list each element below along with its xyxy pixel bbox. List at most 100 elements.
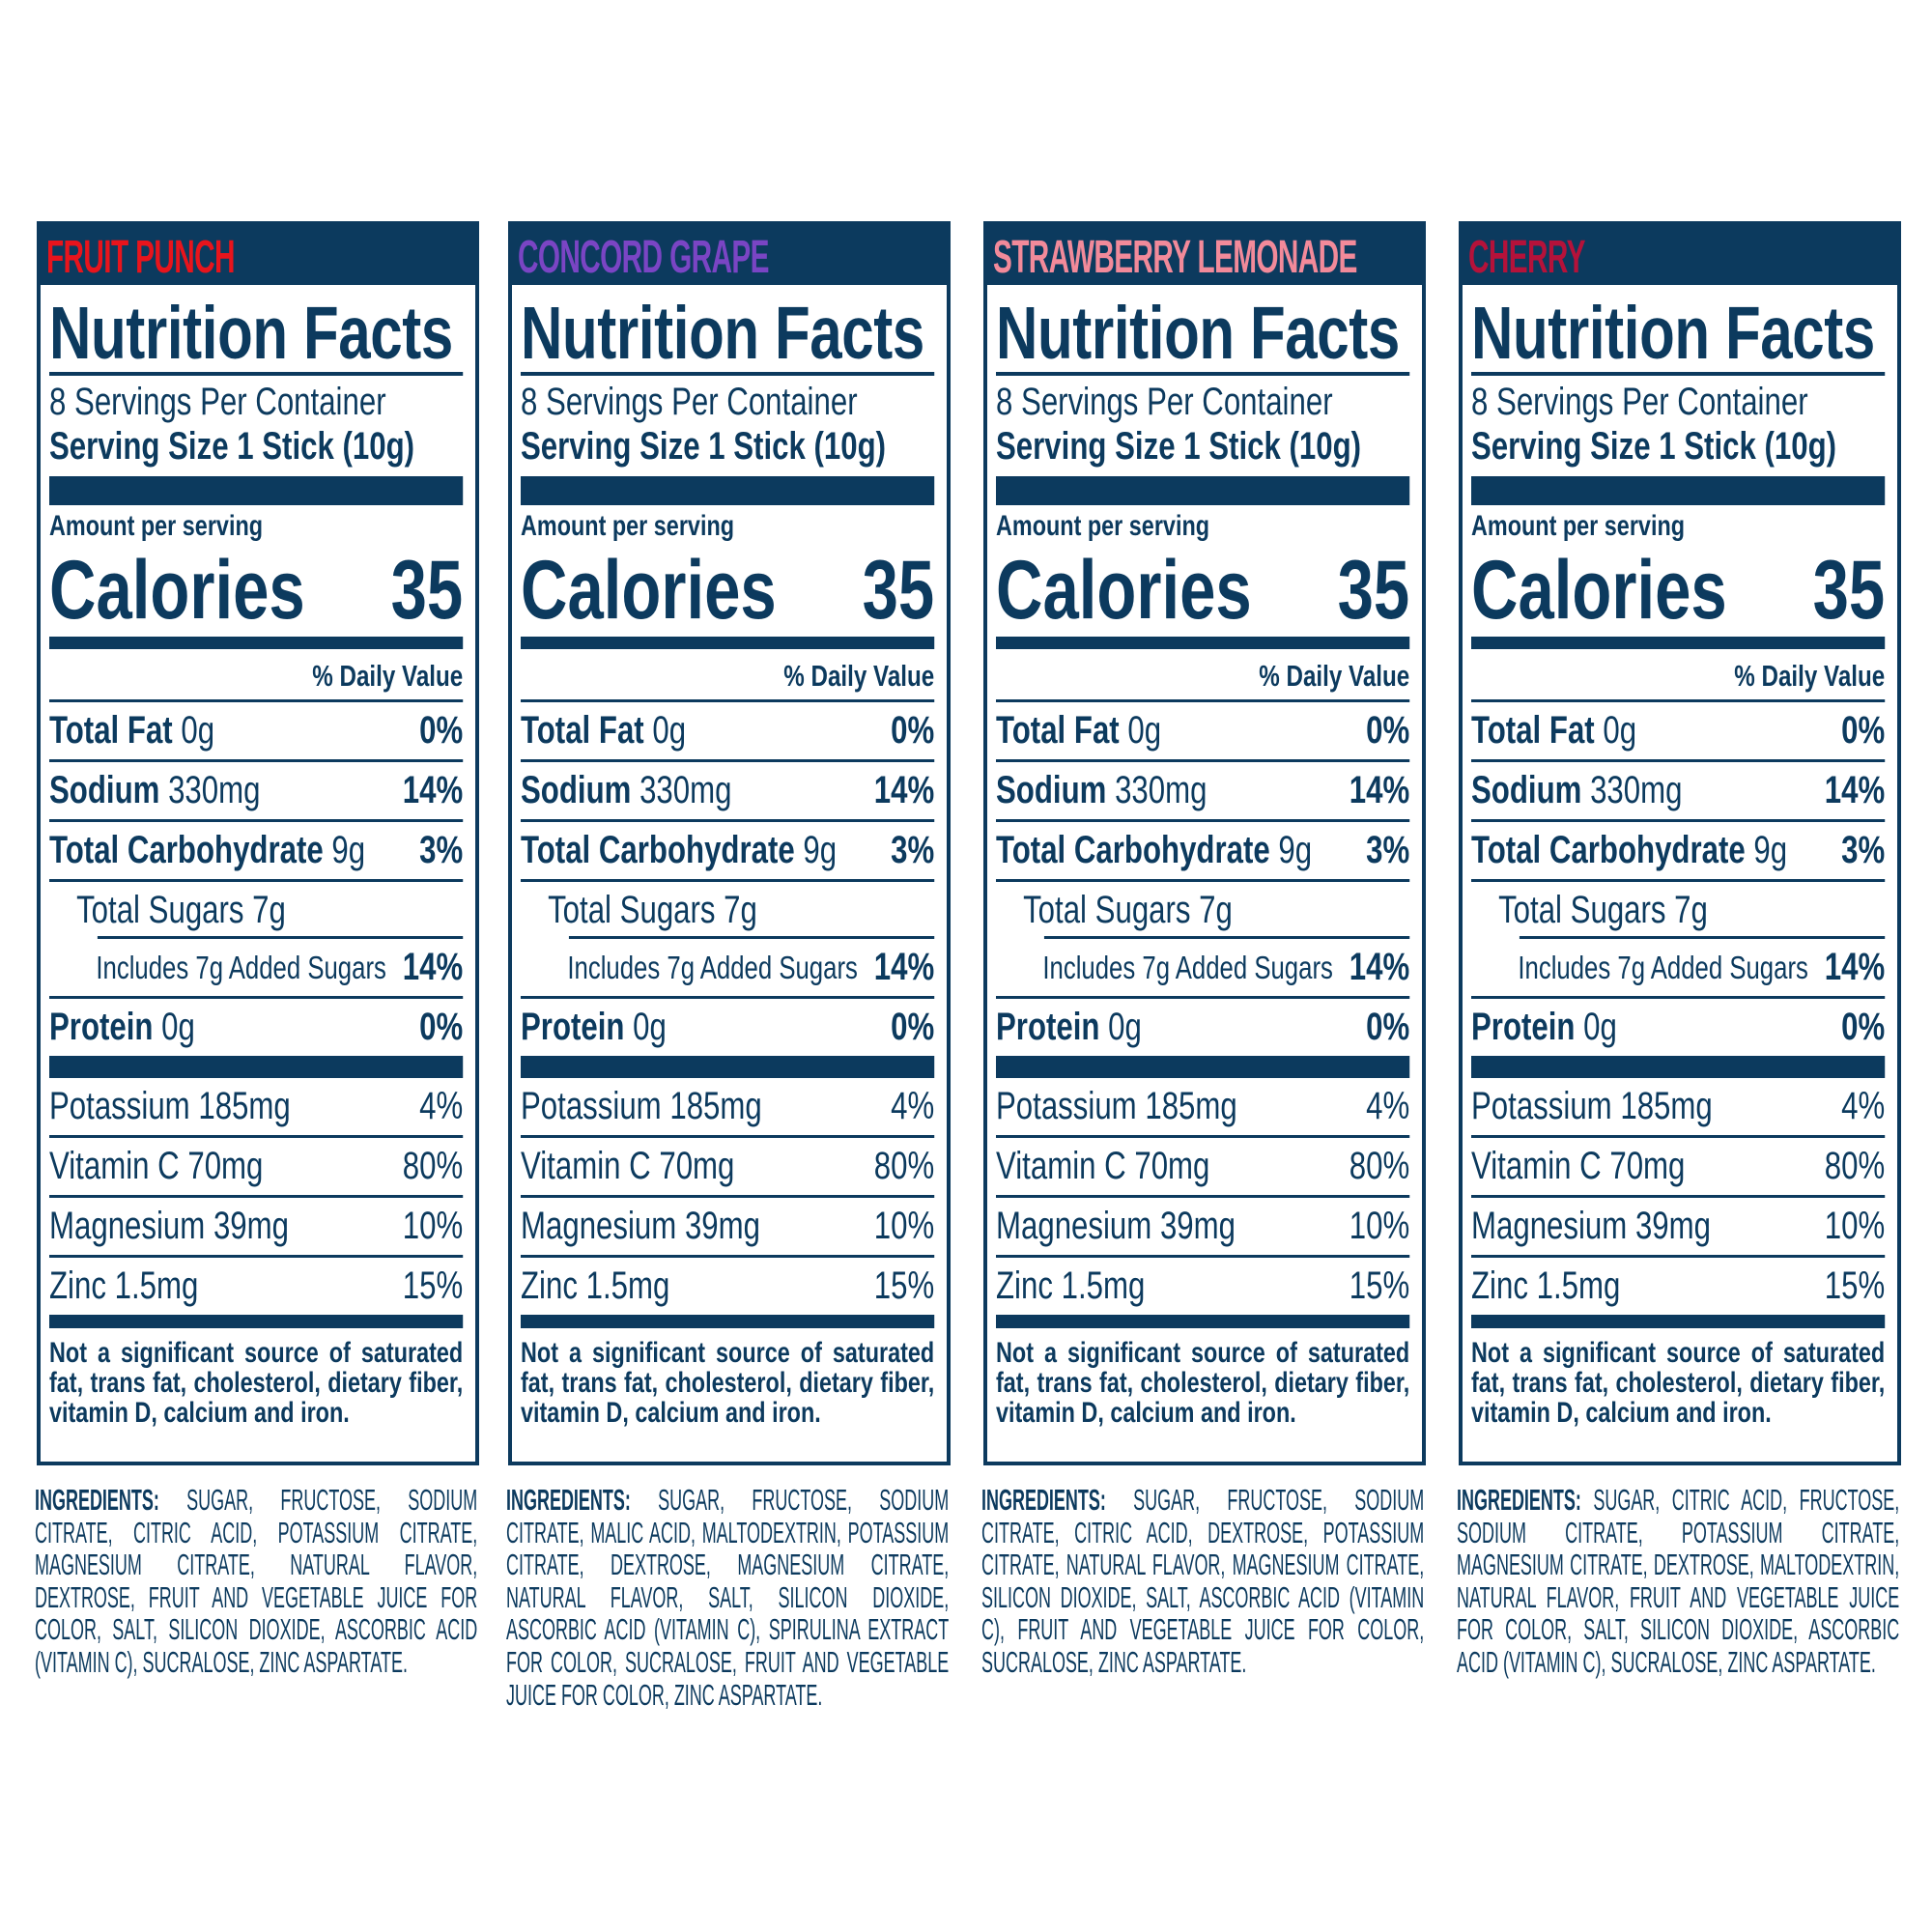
mineral-row-potassium: Potassium 185mg 4% (521, 1078, 935, 1138)
medium-divider (521, 637, 935, 649)
calories-row: Calories 35 (1471, 544, 1885, 637)
nutrient-row-sodium: Sodium 330mg 14% (521, 762, 935, 822)
mineral-row-zinc: Zinc 1.5mg 15% (521, 1258, 934, 1315)
mineral-name: Magnesium (49, 1205, 206, 1247)
nutrient-name: Total Fat (996, 709, 1120, 752)
ingredients-text: SUGAR, FRUCTOSE, SODIUM CITRATE, CITRIC … (981, 1483, 1425, 1679)
mineral-daily-value: 10% (873, 1205, 935, 1247)
ingredients-fruit-punch: INGREDIENTS: SUGAR, FRUCTOSE, SODIUM CIT… (35, 1484, 477, 1679)
ingredients-cherry: INGREDIENTS: SUGAR, CITRIC ACID, FRUCTOS… (1457, 1484, 1899, 1679)
mineral-name: Vitamin C (996, 1145, 1126, 1187)
nutrient-row-total-fat: Total Fat 0g 0% (996, 702, 1410, 762)
mineral-daily-value: 10% (402, 1205, 464, 1247)
nutrient-daily-value: 0% (1841, 1006, 1886, 1048)
mineral-amount: 1.5mg (114, 1264, 199, 1307)
ingredients-text: SUGAR, CITRIC ACID, FRUCTOSE, SODIUM CIT… (1457, 1483, 1900, 1679)
nutrient-row-sodium: Sodium 330mg 14% (1471, 762, 1886, 822)
mineral-daily-value: 15% (873, 1264, 935, 1307)
mineral-amount: 185mg (1145, 1085, 1237, 1127)
divider (1471, 699, 1886, 702)
footnote: Not a significant source of saturated fa… (996, 1337, 1410, 1429)
servings-per-container: 8 Servings Per Container (996, 381, 1333, 423)
medium-divider (1471, 1315, 1886, 1328)
nutrient-daily-value: 14% (1824, 946, 1886, 988)
mineral-row-zinc: Zinc 1.5mg 15% (996, 1258, 1409, 1315)
mineral-daily-value: 80% (402, 1145, 464, 1187)
footnote: Not a significant source of saturated fa… (1471, 1337, 1886, 1429)
nutrient-amount: 0g (181, 709, 215, 752)
mineral-name: Vitamin C (521, 1145, 651, 1187)
nutrient-row-sodium: Sodium 330mg 14% (49, 762, 464, 822)
nutrient-row-total-fat: Total Fat 0g 0% (521, 702, 935, 762)
mineral-daily-value: 4% (419, 1085, 464, 1127)
mineral-daily-value: 15% (402, 1264, 464, 1307)
nutrient-row-total-fat: Total Fat 0g 0% (1471, 702, 1886, 762)
flavor-name: FRUIT PUNCH (46, 232, 235, 283)
ingredients-concord-grape: INGREDIENTS: SUGAR, FRUCTOSE, SODIUM CIT… (506, 1484, 949, 1711)
nutrient-name: Protein (521, 1006, 625, 1048)
nutrition-panel-concord-grape: CONCORD GRAPE Nutrition Facts 8 Servings… (508, 221, 951, 1465)
mineral-row-vitamin-c: Vitamin C 70mg 80% (521, 1138, 935, 1198)
servings-per-container: 8 Servings Per Container (49, 381, 386, 423)
medium-divider (996, 1315, 1410, 1328)
mineral-row-magnesium: Magnesium 39mg 10% (996, 1198, 1410, 1258)
mineral-amount: 70mg (1609, 1145, 1686, 1187)
nutrient-name: Includes 7g Added Sugars (1518, 949, 1808, 985)
mineral-amount: 185mg (198, 1085, 291, 1127)
ingredients-label: INGREDIENTS: (981, 1483, 1106, 1517)
nutrient-row-protein: Protein 0g 0% (49, 999, 463, 1056)
nutrient-name: Protein (1471, 1006, 1576, 1048)
mineral-amount: 1.5mg (1061, 1264, 1146, 1307)
nutrient-daily-value: 14% (1349, 946, 1410, 988)
amount-per-serving: Amount per serving (521, 510, 735, 542)
servings-per-container: 8 Servings Per Container (521, 381, 858, 423)
mineral-name: Potassium (49, 1085, 190, 1127)
nutrition-facts-title: Nutrition Facts (996, 292, 1400, 375)
mineral-row-vitamin-c: Vitamin C 70mg 80% (1471, 1138, 1886, 1198)
divider (521, 699, 935, 702)
mineral-daily-value: 80% (1824, 1145, 1886, 1187)
nutrient-daily-value: 14% (402, 946, 464, 988)
nutrient-row-total-carbohydrate: Total Carbohydrate 9g 3% (49, 822, 464, 882)
mineral-name: Potassium (521, 1085, 662, 1127)
nutrient-daily-value: 0% (891, 709, 935, 752)
nutrient-amount: 9g (803, 829, 838, 871)
mineral-amount: 1.5mg (585, 1264, 670, 1307)
mineral-name: Zinc (521, 1264, 578, 1307)
mineral-row-zinc: Zinc 1.5mg 15% (1471, 1258, 1885, 1315)
mineral-amount: 39mg (1634, 1205, 1712, 1247)
nutrient-daily-value: 14% (1824, 769, 1886, 811)
mineral-row-potassium: Potassium 185mg 4% (1471, 1078, 1886, 1138)
serving-size: Serving Size 1 Stick (10g) (996, 425, 1362, 468)
nutrient-amount: 0g (652, 709, 687, 752)
calories-label: Calories (49, 544, 305, 637)
mineral-name: Zinc (1471, 1264, 1528, 1307)
nutrient-daily-value: 0% (1366, 1006, 1410, 1048)
thick-divider (521, 1056, 935, 1078)
divider (49, 699, 464, 702)
calories-label: Calories (996, 544, 1252, 637)
nutrient-name: Sodium (996, 769, 1107, 811)
nutrient-row-protein: Protein 0g 0% (521, 999, 934, 1056)
nutrient-name: Total Fat (49, 709, 173, 752)
nutrient-name: Total Carbohydrate (521, 829, 795, 871)
mineral-name: Magnesium (996, 1205, 1152, 1247)
nutrient-name: Total Fat (1471, 709, 1595, 752)
medium-divider (521, 1315, 935, 1328)
mineral-row-potassium: Potassium 185mg 4% (996, 1078, 1410, 1138)
medium-divider (996, 637, 1410, 649)
nutrient-name: Total Carbohydrate (49, 829, 324, 871)
nutrient-amount: 0g (633, 1006, 667, 1048)
nutrient-name: Sodium (49, 769, 160, 811)
serving-size: Serving Size 1 Stick (10g) (1471, 425, 1837, 468)
divider (996, 699, 1410, 702)
ingredients-label: INGREDIENTS: (1457, 1483, 1581, 1517)
mineral-name: Zinc (996, 1264, 1053, 1307)
nutrient-name: Total Sugars (548, 889, 716, 931)
mineral-row-potassium: Potassium 185mg 4% (49, 1078, 464, 1138)
ingredients-label: INGREDIENTS: (35, 1483, 159, 1517)
nutrient-amount: 330mg (1115, 769, 1208, 811)
thick-divider (1471, 476, 1886, 505)
calories-label: Calories (1471, 544, 1727, 637)
nutrient-row-total-sugars: Total Sugars 7g (996, 882, 1410, 939)
